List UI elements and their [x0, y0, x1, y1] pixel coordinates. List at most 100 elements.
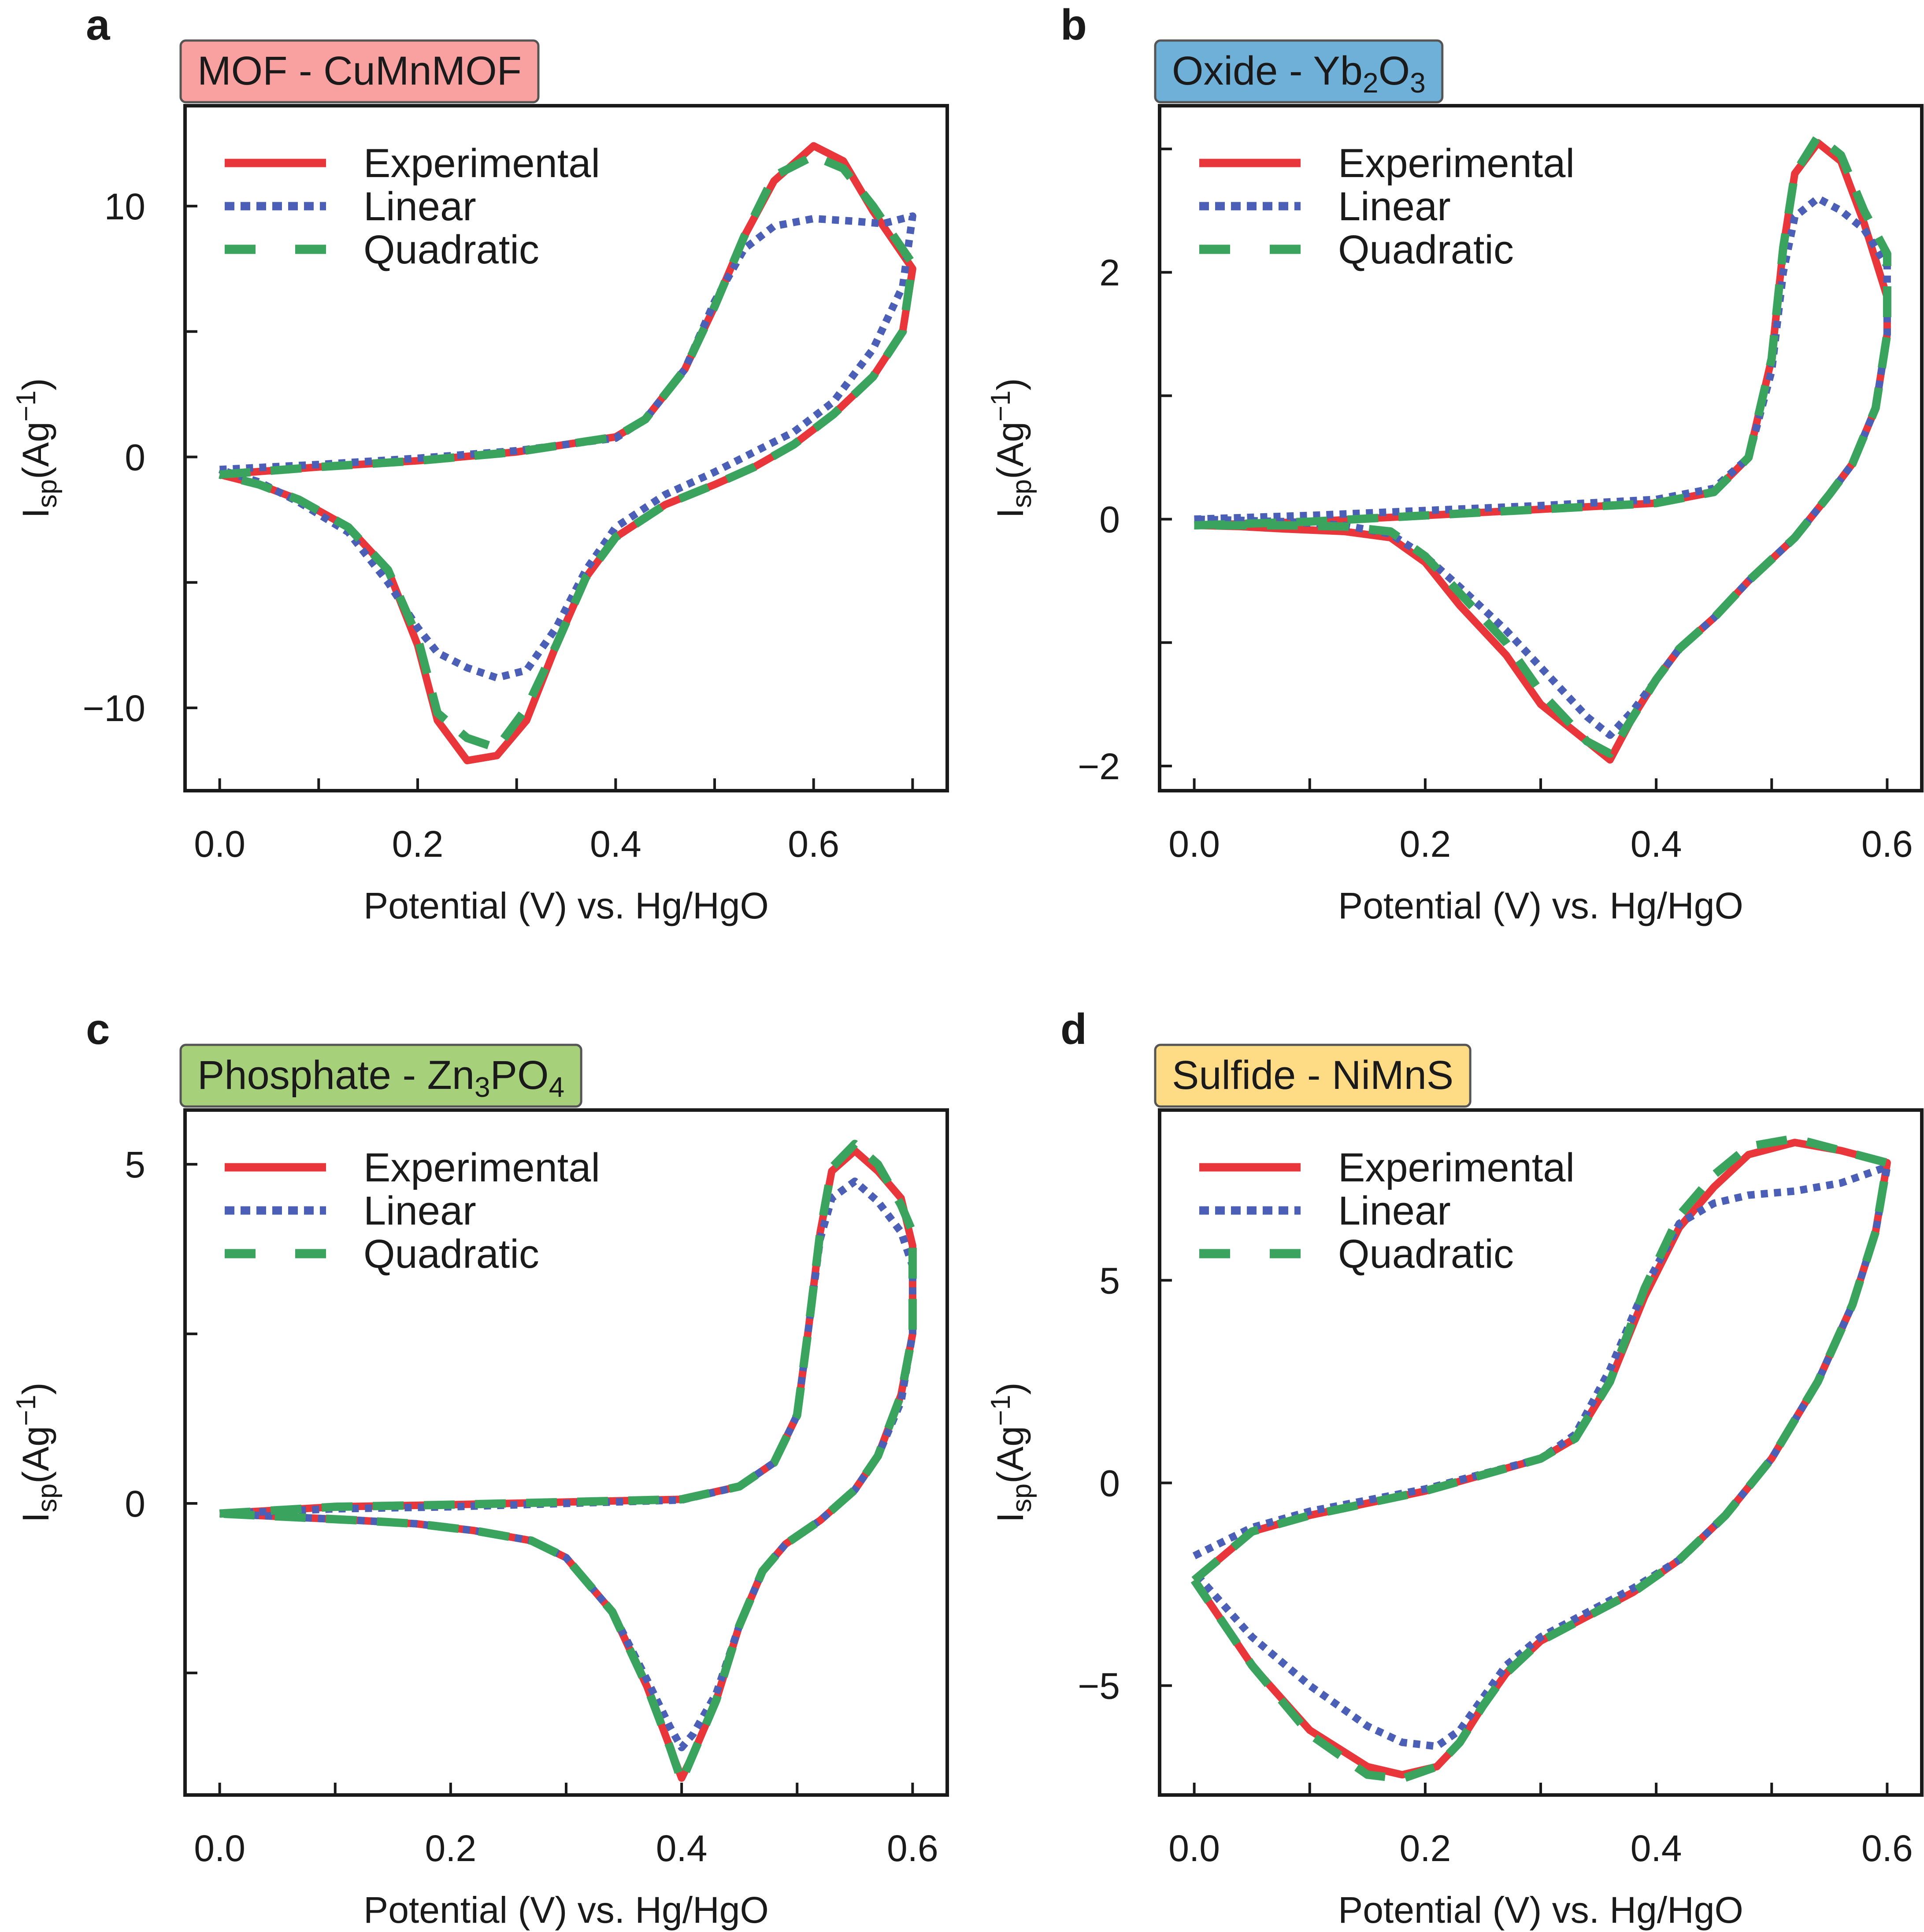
- tag-text-part: Sulfide - NiMnS: [1172, 1053, 1453, 1098]
- y-axis-label-part: I: [990, 1512, 1031, 1522]
- y-axis-label-part: (Ag: [15, 422, 56, 479]
- tag-text-part: MOF - CuMnMOF: [197, 48, 522, 93]
- legend-label: Experimental: [1338, 1145, 1575, 1190]
- material-tag: MOF - CuMnMOF: [179, 39, 540, 104]
- y-axis-label-part: (Ag: [990, 422, 1031, 479]
- legend-label: Linear: [1338, 184, 1451, 229]
- material-tag-label: Phosphate - Zn3PO4: [197, 1053, 564, 1103]
- x-tick-label: 0.4: [590, 823, 641, 865]
- legend-label: Experimental: [1338, 141, 1575, 186]
- legend-label: Quadratic: [1338, 1232, 1514, 1277]
- y-axis-label-part: sp: [32, 479, 63, 508]
- y-tick-label: 0: [125, 437, 145, 478]
- series-line-quadratic: [1194, 132, 1891, 758]
- tag-text-part: O: [1379, 48, 1410, 93]
- x-tick-label: 0.6: [1861, 1828, 1913, 1869]
- x-tick-label: 0.4: [1631, 1828, 1682, 1869]
- y-axis-label-part: ): [990, 1382, 1031, 1395]
- series-line-linear: [219, 1177, 916, 1751]
- material-tag-label: Sulfide - NiMnS: [1172, 1053, 1453, 1098]
- tag-subscript: 4: [549, 1071, 565, 1103]
- x-tick-label: 0.4: [1631, 823, 1682, 865]
- x-tick-label: 0.4: [656, 1828, 708, 1869]
- x-tick-label: 0.2: [1399, 1828, 1451, 1869]
- tag-subscript: 3: [1410, 67, 1426, 99]
- tag-text-part: PO: [490, 1053, 549, 1098]
- x-tick-label: 0.2: [1399, 823, 1451, 865]
- x-tick-label: 0.2: [392, 823, 444, 865]
- legend-label: Quadratic: [363, 1232, 539, 1277]
- legend-label: Linear: [363, 1188, 476, 1233]
- x-axis-label: Potential (V) vs. Hg/HgO: [363, 1889, 769, 1931]
- y-axis-label: Isp(Ag−1): [986, 1382, 1037, 1522]
- y-axis-label-part: I: [15, 1512, 56, 1522]
- x-tick-label: 0.6: [887, 1828, 938, 1869]
- material-tag-box: [1154, 1044, 1472, 1108]
- series-line-linear: [1194, 194, 1891, 739]
- x-axis-label: Potential (V) vs. Hg/HgO: [1338, 1889, 1743, 1931]
- material-tag: Sulfide - NiMnS: [1154, 1044, 1472, 1108]
- panel-letter: b: [1060, 0, 1087, 49]
- y-axis-label: Isp(Ag−1): [11, 1382, 63, 1522]
- y-axis-label-part: (Ag: [15, 1426, 56, 1484]
- tag-subscript: 2: [1363, 67, 1379, 99]
- plot-area: [219, 1140, 917, 1786]
- y-axis-label-part: sp: [1007, 479, 1037, 508]
- y-tick-label: 2: [1099, 252, 1120, 293]
- material-tag: Phosphate - Zn3PO4: [179, 1044, 582, 1108]
- y-axis-label-part: −1: [11, 1395, 41, 1426]
- panel-letter: c: [86, 1005, 110, 1053]
- y-axis-label-part: −1: [986, 1395, 1016, 1426]
- y-axis-label-part: sp: [1007, 1484, 1037, 1512]
- x-tick-label: 0.6: [1861, 823, 1913, 865]
- legend-label: Experimental: [363, 1145, 600, 1190]
- legend-label: Linear: [363, 184, 476, 229]
- y-tick-label: 0: [125, 1483, 145, 1525]
- material-tag-box: [1154, 39, 1444, 104]
- panel-a: a MOF - CuMnMOF 0.0 0.2 0.4 0.6 −10 0 10 Potentia…: [11, 0, 949, 926]
- x-tick-label: 0.0: [1168, 1828, 1220, 1869]
- x-axis-label: Potential (V) vs. Hg/HgO: [1338, 885, 1743, 926]
- y-axis-label-part: ): [15, 1382, 56, 1395]
- material-tag-box: [179, 39, 540, 104]
- material-tag-label: MOF - CuMnMOF: [197, 48, 522, 93]
- series-line-quadratic: [1190, 1134, 1891, 1783]
- x-tick-label: 0.0: [1168, 823, 1220, 865]
- y-axis-label: Isp(Ag−1): [986, 378, 1037, 518]
- material-tag-label: Oxide - Yb2O3: [1172, 48, 1426, 99]
- legend-label: Quadratic: [363, 227, 539, 272]
- y-tick-label: 0: [1099, 1463, 1120, 1504]
- y-tick-label: −10: [83, 688, 146, 729]
- y-axis-label-part: I: [15, 508, 56, 518]
- y-axis-label-part: sp: [32, 1484, 63, 1512]
- y-axis-label-part: −1: [11, 390, 41, 422]
- y-axis-label-part: I: [990, 508, 1031, 518]
- series-line-quadratic: [219, 1140, 917, 1786]
- y-axis-label-part: ): [990, 378, 1031, 390]
- tag-text-part: Oxide - Yb: [1172, 48, 1363, 93]
- y-tick-label: 10: [104, 186, 145, 227]
- series-line-quadratic: [219, 152, 917, 752]
- y-tick-label: −5: [1078, 1666, 1120, 1707]
- legend-label: Experimental: [363, 141, 600, 186]
- y-axis-label-part: (Ag: [990, 1426, 1031, 1484]
- x-tick-label: 0.0: [194, 1828, 245, 1869]
- y-axis-label: Isp(Ag−1): [11, 378, 63, 518]
- panel-c: c Phosphate - Zn3PO4 0.0 0.2 0.4 0.6 0 5 Potenti…: [11, 1005, 949, 1931]
- y-axis-label-part: −1: [986, 390, 1016, 422]
- x-tick-label: 0.2: [425, 1828, 476, 1869]
- tag-subscript: 3: [475, 1071, 490, 1103]
- plot-area: [219, 142, 917, 765]
- tag-text-part: Phosphate - Zn: [197, 1053, 475, 1098]
- x-tick-label: 0.6: [788, 823, 839, 865]
- material-tag: Oxide - Yb2O3: [1154, 39, 1444, 104]
- panel-d: d Sulfide - NiMnS 0.0 0.2 0.4 0.6 −5 0 5 Potentia…: [986, 1005, 1924, 1931]
- axes-frame: [183, 104, 949, 792]
- y-axis-label-part: ): [15, 378, 56, 390]
